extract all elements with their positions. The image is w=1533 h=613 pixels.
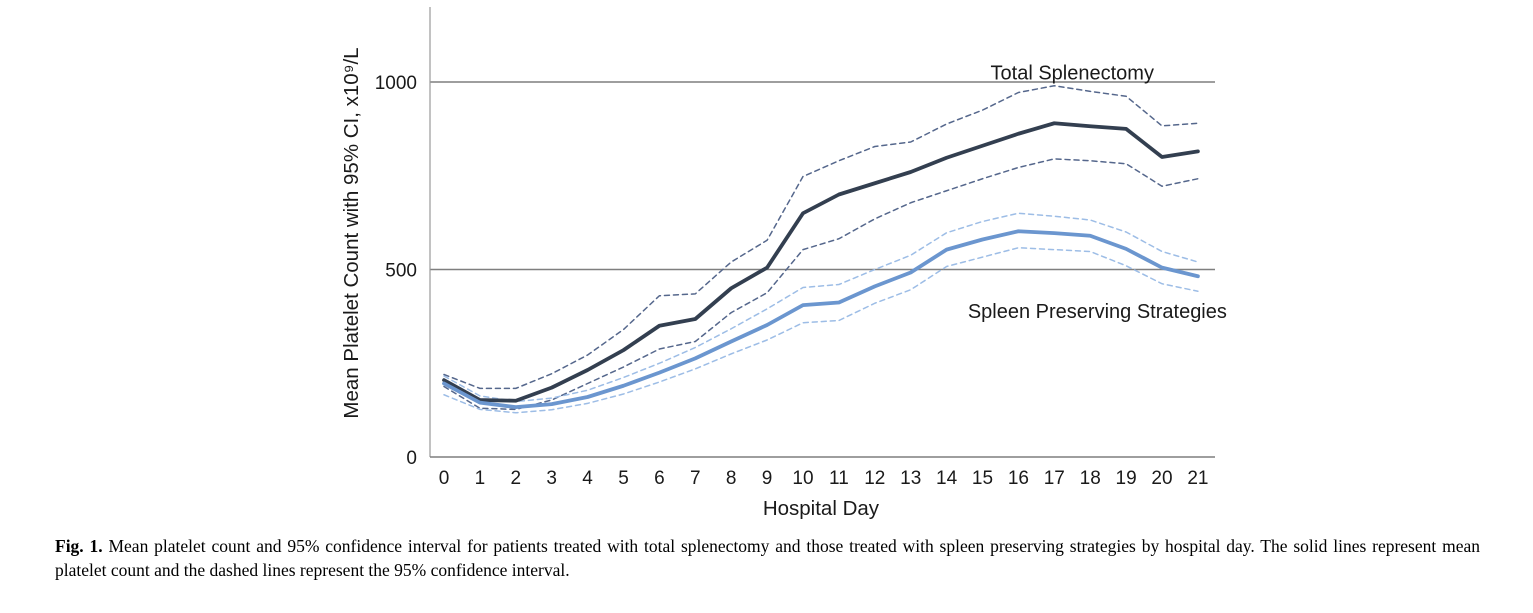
x-tick-label-21: 21 <box>1187 468 1208 489</box>
x-tick-label-8: 8 <box>726 468 737 489</box>
x-axis-title: Hospital Day <box>763 497 880 520</box>
x-tick-label-3: 3 <box>546 468 557 489</box>
x-tick-label-15: 15 <box>972 468 993 489</box>
x-tick-label-10: 10 <box>792 468 813 489</box>
x-tick-label-20: 20 <box>1151 468 1172 489</box>
x-tick-label-17: 17 <box>1044 468 1065 489</box>
annotation-1: Spleen Preserving Strategies <box>968 301 1227 323</box>
series-line-2 <box>443 212 1199 403</box>
x-tick-label-14: 14 <box>936 468 958 489</box>
annotation-0: Total Splenectomy <box>991 63 1154 85</box>
series-line-5 <box>442 229 1200 410</box>
y-tick-label-0: 0 <box>406 448 417 469</box>
x-tick-label-13: 13 <box>900 468 921 489</box>
x-tick-label-12: 12 <box>864 468 885 489</box>
x-tick-label-18: 18 <box>1080 468 1101 489</box>
x-tick-label-1: 1 <box>475 468 486 489</box>
series-line-0 <box>443 85 1199 390</box>
x-tick-label-11: 11 <box>829 468 849 489</box>
x-tick-label-5: 5 <box>618 468 629 489</box>
platelet-count-chart: 0 500 1000 0 1 2 3 4 5 6 7 8 9 10 11 12 13 14 15 16 17 18 19 20… <box>340 7 1227 520</box>
series-line-4 <box>442 121 1200 403</box>
x-tick-label-2: 2 <box>511 468 522 489</box>
figure-caption: Fig. 1. Mean platelet count and 95% conf… <box>55 534 1480 582</box>
y-tick-label-500: 500 <box>385 261 417 282</box>
figure-caption-label: Fig. 1. <box>55 536 103 556</box>
series-line-3 <box>443 247 1199 414</box>
series-line-1 <box>443 158 1199 411</box>
x-tick-label-4: 4 <box>582 468 593 489</box>
x-tick-label-0: 0 <box>439 468 450 489</box>
x-tick-label-6: 6 <box>654 468 665 489</box>
y-axis-title: Mean Platelet Count with 95% CI, x10⁹/L <box>340 47 363 418</box>
x-tick-label-7: 7 <box>690 468 701 489</box>
x-tick-label-19: 19 <box>1116 468 1137 489</box>
figure-caption-text: Mean platelet count and 95% confidence i… <box>55 536 1480 581</box>
y-tick-label-1000: 1000 <box>375 73 417 94</box>
x-tick-label-16: 16 <box>1008 468 1029 489</box>
x-tick-label-9: 9 <box>762 468 773 489</box>
